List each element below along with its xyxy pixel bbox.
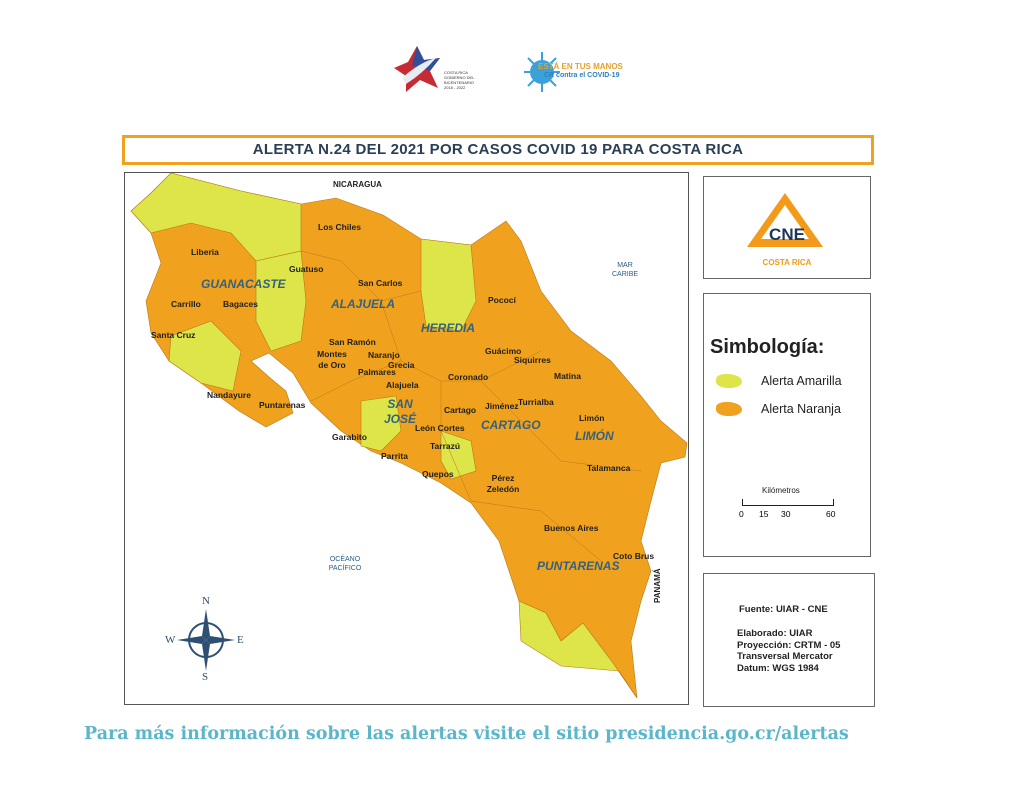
compass-icon <box>177 609 235 671</box>
info-line: Elaborado: UIAR <box>737 628 813 639</box>
star-logo-icon <box>394 46 440 92</box>
canton-label: Siquirres <box>514 355 551 365</box>
yellow-region-nicoya <box>168 320 242 392</box>
info-line: Datum: WGS 1984 <box>737 662 819 674</box>
info-line: Proyección: CRTM - 05 <box>737 639 841 651</box>
virus-icon <box>524 52 560 92</box>
canton-label: Santa Cruz <box>151 330 196 340</box>
canton-label: Grecia <box>388 360 415 370</box>
canton-label: Liberia <box>191 247 219 257</box>
canton-label: Puntarenas <box>259 400 306 410</box>
canton-label: Guácimo <box>485 346 522 356</box>
canton-label: Naranjo <box>368 350 400 360</box>
canton-label: Buenos Aires <box>544 523 599 533</box>
legend-swatch-yellow <box>716 374 742 388</box>
cne-logo-text: CNE <box>769 225 805 244</box>
scale-title: Kilómetros <box>762 486 800 495</box>
yellow-region-dota <box>440 430 477 480</box>
compass-rose: N S E W <box>165 595 247 683</box>
cne-logo-box: CNE COSTA RICA <box>703 176 871 279</box>
canton-label: Matina <box>554 371 581 381</box>
canton-label: San Carlos <box>358 278 403 288</box>
covid-campaign-logo: ESTÁ EN TUS MANOS CR contra el COVID-19 <box>522 50 642 94</box>
scale-tick: 15 <box>759 509 769 519</box>
scale-tick: 60 <box>826 509 836 519</box>
canton-label: Tarrazú <box>430 441 461 451</box>
legend-item-label: Alerta Amarilla <box>761 374 842 388</box>
canton-label: Montes de Oro <box>317 349 347 370</box>
canton-label: Coronado <box>448 372 489 382</box>
info-line: Transversal Mercator <box>737 651 833 662</box>
province-guanacaste: GUANACASTE <box>201 277 286 291</box>
costa-rica-map-shape <box>130 173 688 699</box>
canton-label: Pococí <box>488 295 516 305</box>
label-oceano-pacifico: OCÉANO PACÍFICO <box>328 556 362 572</box>
compass-s: S <box>202 671 209 683</box>
compass-e: E <box>237 634 244 646</box>
scale-bar <box>742 499 834 506</box>
info-source: Fuente: UIAR - CNE <box>739 604 828 615</box>
yellow-region-osa <box>518 600 638 699</box>
logo-text: 2018 - 2022 <box>444 85 466 90</box>
legend-item-label: Alerta Naranja <box>761 402 841 416</box>
canton-label: Guatuso <box>289 264 324 274</box>
canton-label: Cartago <box>444 405 477 415</box>
canton-label: Turrialba <box>518 397 554 407</box>
compass-w: W <box>165 634 176 646</box>
canton-label: León Cortes <box>415 423 465 433</box>
yellow-region-north-guanacaste <box>130 173 302 262</box>
yellow-region-sanjose <box>360 395 402 452</box>
province-alajuela: ALAJUELA <box>331 297 396 311</box>
canton-label: Jiménez <box>485 401 519 411</box>
logo-text: COSTA RICA <box>444 70 468 75</box>
map-info-box: Fuente: UIAR - CNE Elaborado: UIAR Proye… <box>703 573 875 707</box>
alert-map: NICARAGUA MAR CARIBE OCÉANO PACÍFICO PAN… <box>124 172 689 705</box>
government-logo: COSTA RICA GOBIERNO DEL BICENTENARIO 201… <box>392 44 502 94</box>
canton-label: Pérez Zeledón <box>486 473 520 494</box>
logo-text: GOBIERNO DEL BICENTENARIO <box>444 75 475 85</box>
legend-swatch-orange <box>716 402 742 416</box>
cne-triangle-icon <box>747 193 823 247</box>
campaign-subtitle: CR contra el COVID-19 <box>544 72 620 79</box>
province-san-jose: SAN JOSÉ <box>383 397 416 426</box>
canton-label: Quepos <box>422 469 454 479</box>
scale-tick: 0 <box>739 509 744 519</box>
canton-label: Parrita <box>381 451 408 461</box>
label-panama: PANAMÁ <box>653 568 662 603</box>
canton-label: Los Chiles <box>318 222 361 232</box>
canton-label: Palmares <box>358 367 396 377</box>
scale-tick: 30 <box>781 509 791 519</box>
legend-title: Simbología: <box>710 336 825 358</box>
campaign-slogan: ESTÁ EN TUS MANOS <box>538 62 623 71</box>
yellow-region-heredia <box>420 238 477 332</box>
canton-label: Carrillo <box>171 299 201 309</box>
canton-label: Bagaces <box>223 299 258 309</box>
map-title: ALERTA N.24 DEL 2021 POR CASOS COVID 19 … <box>122 135 874 165</box>
compass-n: N <box>202 595 210 607</box>
canton-label: San Ramón <box>329 337 376 347</box>
label-nicaragua: NICARAGUA <box>333 180 382 189</box>
province-heredia: HEREDIA <box>421 321 476 335</box>
province-puntarenas: PUNTARENAS <box>537 559 620 573</box>
footer-info-link: Para más información sobre las alertas v… <box>84 724 849 744</box>
canton-label: Nandayure <box>207 390 251 400</box>
canton-label: Coto Brus <box>613 551 655 561</box>
canton-label: Talamanca <box>587 463 631 473</box>
canton-label: Limón <box>579 413 605 423</box>
cne-logo-subtitle: COSTA RICA <box>762 258 812 267</box>
label-mar-caribe: MAR CARIBE <box>611 262 639 278</box>
canton-label: Alajuela <box>386 380 419 390</box>
province-limon: LIMÓN <box>575 429 614 443</box>
legend-box: Simbología: Alerta Amarilla Alerta Naran… <box>703 293 871 557</box>
province-cartago: CARTAGO <box>481 418 541 432</box>
canton-label: Garabito <box>332 432 367 442</box>
